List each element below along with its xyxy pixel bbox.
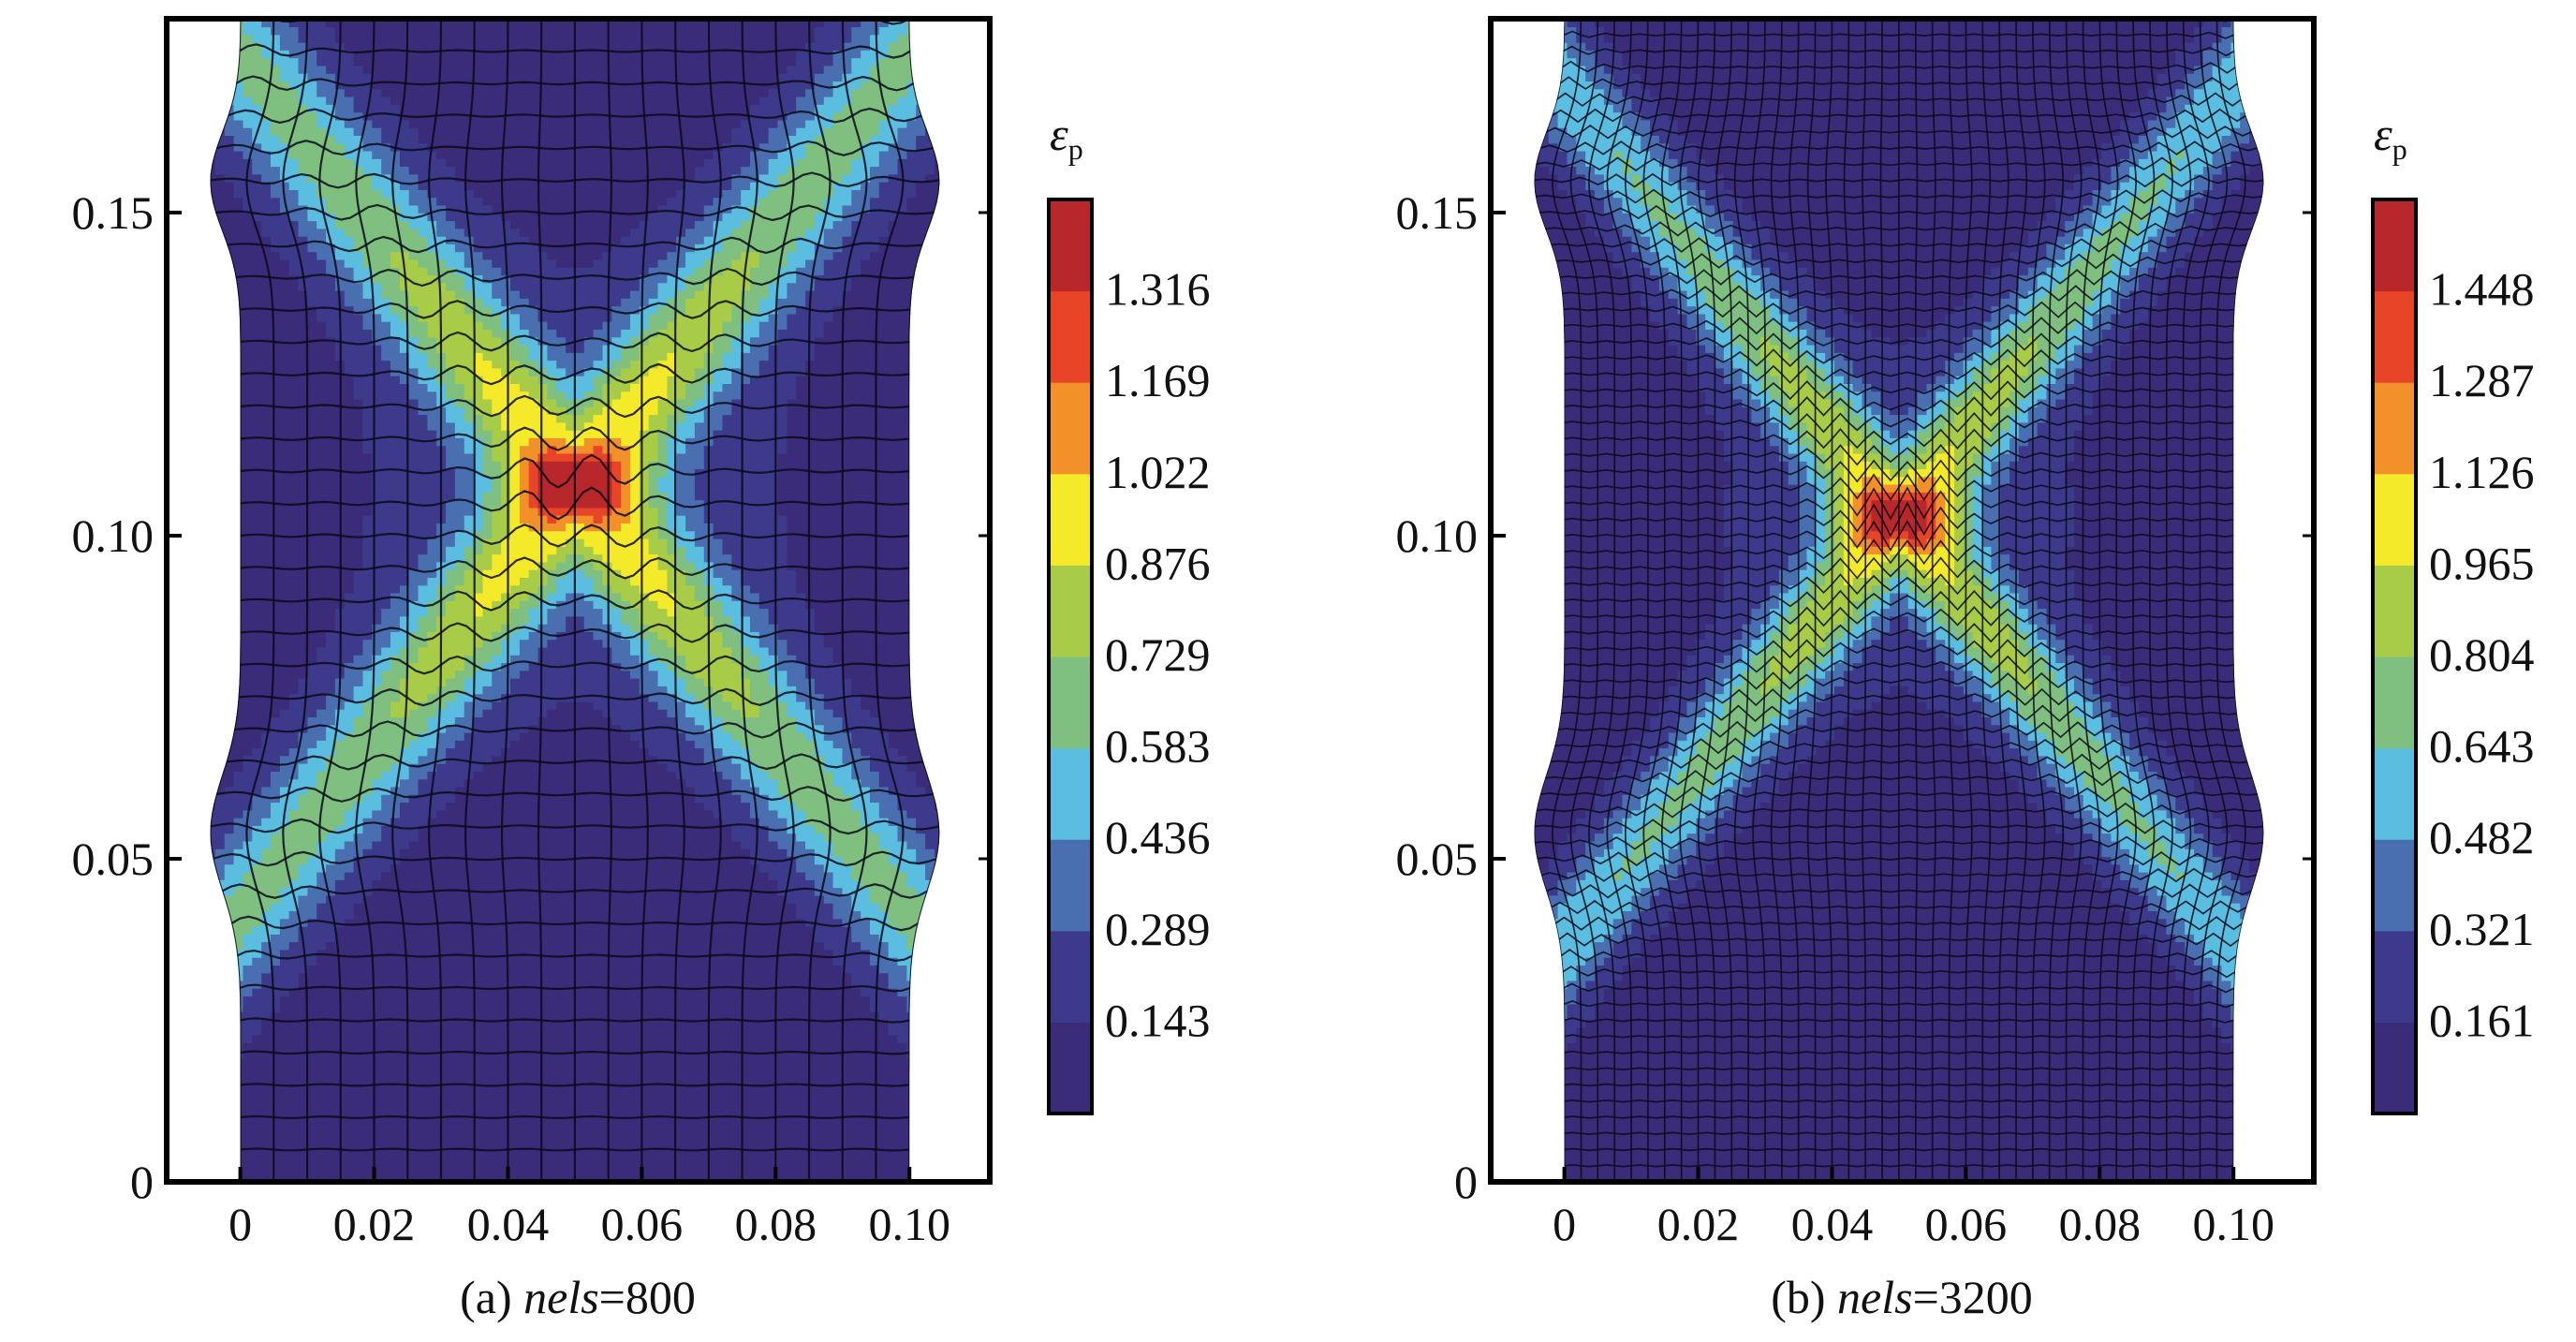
caption-a: (a) nels=800 <box>460 1271 696 1323</box>
colorbar-tick-label: 0.965 <box>2429 537 2535 589</box>
y-tick-label: 0.05 <box>1396 833 1479 885</box>
colorbar-segment <box>1049 748 1092 840</box>
colorbar-segment <box>1049 839 1092 931</box>
colorbar-tick-label: 1.316 <box>1105 263 1211 316</box>
colorbar-b: εp 1.448 1.287 1.126 0.965 0.804 0.643 0.482 0.… <box>2373 108 2535 1114</box>
colorbar-segment <box>1049 474 1092 566</box>
colorbar-tick-label: 0.804 <box>2429 628 2535 681</box>
colorbar-tick-label: 1.287 <box>2429 354 2535 406</box>
colorbar-tick-label: 0.643 <box>2429 720 2535 773</box>
colorbar-title-a: εp <box>1050 108 1083 166</box>
colorbar-segment <box>1049 1022 1092 1113</box>
colorbar-segment <box>2373 656 2416 748</box>
colorbar-title-b: εp <box>2374 108 2407 166</box>
colorbar-tick-label: 1.169 <box>1105 354 1211 406</box>
colorbar-tick-label: 1.448 <box>2429 263 2535 316</box>
colorbar-tick-label: 0.876 <box>1105 537 1211 589</box>
colorbar-tick-label: 0.436 <box>1105 811 1211 863</box>
colorbar-segment <box>2373 931 2416 1023</box>
x-tick-label: 0.10 <box>868 1198 950 1250</box>
colorbar-segment <box>1049 291 1092 383</box>
x-tick-label: 0.04 <box>1791 1198 1874 1250</box>
colorbar-tick-label: 0.143 <box>1105 994 1211 1046</box>
colorbar-tick-label: 0.729 <box>1105 628 1211 681</box>
colorbar-tick-label: 1.126 <box>2429 446 2535 498</box>
colorbar-segment <box>2373 748 2416 840</box>
colorbar-tick-label: 1.022 <box>1105 446 1211 498</box>
colorbar-segment <box>2373 199 2416 291</box>
colorbar-segment <box>2373 565 2416 656</box>
colorbar-tick-label: 0.482 <box>2429 811 2535 863</box>
x-tick-label: 0 <box>1553 1198 1576 1250</box>
x-tick-label: 0.08 <box>2059 1198 2142 1250</box>
x-tick-label: 0 <box>228 1198 252 1250</box>
colorbar-tick-label: 0.321 <box>2429 903 2535 955</box>
y-tick-label: 0 <box>1454 1156 1478 1208</box>
colorbar-tick-label: 0.583 <box>1105 720 1211 773</box>
x-tick-label: 0.08 <box>735 1198 817 1250</box>
colorbar-segment <box>2373 839 2416 931</box>
colorbar-segment <box>1049 931 1092 1023</box>
x-tick-label: 0.06 <box>601 1198 684 1250</box>
colorbar-segment <box>1049 565 1092 656</box>
y-tick-label: 0.15 <box>1396 186 1479 239</box>
caption-b: (b) nels=3200 <box>1771 1271 2033 1323</box>
colorbar-segment <box>2373 291 2416 383</box>
chart-panel-a: 0 0.02 0.04 0.06 0.08 0.10 0 0.05 0.10 0.15 (a) … <box>72 13 1211 1323</box>
colorbar-segment <box>1049 656 1092 748</box>
y-tick-label: 0.15 <box>72 186 155 239</box>
colorbar-a: εp 1.316 1.169 1.022 0.876 0.729 0.583 0.436 0.… <box>1049 108 1211 1114</box>
colorbar-segment <box>2373 382 2416 474</box>
colorbar-tick-label: 0.289 <box>1105 903 1211 955</box>
colorbar-tick-label: 0.161 <box>2429 994 2535 1046</box>
x-tick-label: 0.02 <box>333 1198 416 1250</box>
y-tick-label: 0.10 <box>1396 509 1479 562</box>
x-tick-label: 0.06 <box>1925 1198 2008 1250</box>
colorbar-segment <box>1049 382 1092 474</box>
x-tick-label: 0.10 <box>2192 1198 2274 1250</box>
y-tick-label: 0.10 <box>72 509 155 562</box>
y-tick-label: 0 <box>130 1156 154 1208</box>
chart-panel-b: 0 0.02 0.04 0.06 0.08 0.10 0 0.05 0.10 0.15 (b) … <box>1396 16 2535 1323</box>
colorbar-segment <box>2373 474 2416 566</box>
x-tick-label: 0.04 <box>467 1198 550 1250</box>
colorbar-segment <box>1049 199 1092 291</box>
y-tick-label: 0.05 <box>72 833 155 885</box>
x-tick-label: 0.02 <box>1657 1198 1740 1250</box>
colorbar-segment <box>2373 1022 2416 1113</box>
